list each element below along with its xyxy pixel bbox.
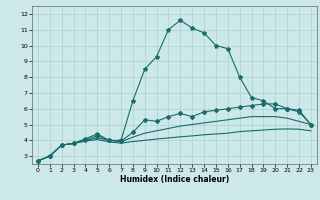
X-axis label: Humidex (Indice chaleur): Humidex (Indice chaleur) <box>120 175 229 184</box>
